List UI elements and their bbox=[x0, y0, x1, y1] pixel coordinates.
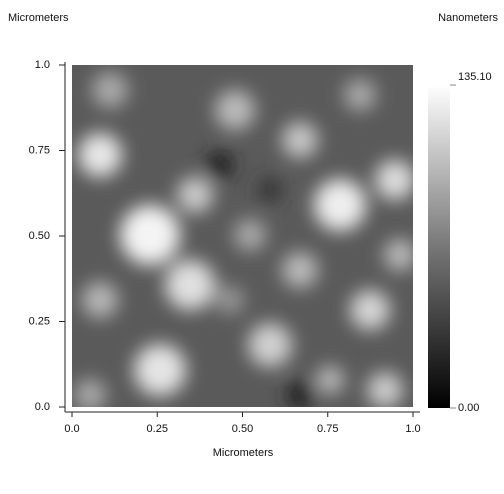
x-tick-label: 0.0 bbox=[64, 423, 79, 435]
colorbar-label: Nanometers bbox=[438, 12, 498, 24]
x-axis-label: Micrometers bbox=[213, 447, 274, 459]
x-tick-label: 1.0 bbox=[405, 423, 420, 435]
colorbar-tick-label: 0.00 bbox=[458, 402, 479, 414]
x-tick-label: 0.50 bbox=[232, 423, 253, 435]
y-tick-label: 0.25 bbox=[29, 315, 50, 327]
y-tick-label: 0.75 bbox=[29, 144, 50, 156]
colorbar-tick-label: 135.10 bbox=[458, 71, 492, 83]
colorbar bbox=[428, 85, 450, 408]
y-tick-label: 0.50 bbox=[29, 230, 50, 242]
y-tick-label: 0.0 bbox=[35, 401, 50, 413]
x-tick-label: 0.25 bbox=[147, 423, 168, 435]
y-axis-label: Micrometers bbox=[8, 12, 69, 24]
x-tick-label: 0.75 bbox=[317, 423, 338, 435]
afm-image bbox=[72, 65, 413, 407]
y-tick-label: 1.0 bbox=[35, 59, 50, 71]
